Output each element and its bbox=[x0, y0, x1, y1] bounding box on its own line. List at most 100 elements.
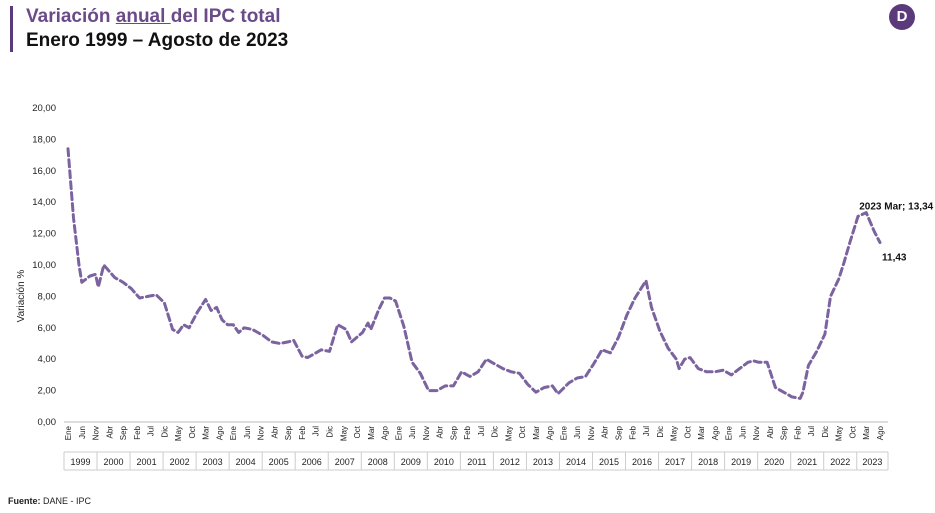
data-label: 2023 Mar; 13,34 bbox=[859, 202, 933, 213]
year-label: 2010 bbox=[434, 457, 454, 467]
year-label: 2017 bbox=[665, 457, 685, 467]
year-label: 2004 bbox=[236, 457, 256, 467]
x-month-tick-label: Dic bbox=[160, 426, 169, 438]
x-month-tick-label: Dic bbox=[821, 426, 830, 438]
x-month-tick-label: Sep bbox=[119, 425, 128, 440]
y-tick-label: 2,00 bbox=[38, 386, 57, 397]
x-month-tick-label: Dic bbox=[325, 426, 334, 438]
title-prefix: Variación bbox=[26, 6, 116, 27]
x-month-tick-label: Feb bbox=[133, 425, 142, 439]
source-value: DANE - IPC bbox=[40, 496, 92, 506]
x-month-tick-label: Abr bbox=[766, 426, 775, 439]
x-month-tick-label: Ene bbox=[394, 425, 403, 440]
x-month-tick-label: Ago bbox=[876, 425, 885, 440]
year-label: 2003 bbox=[203, 457, 223, 467]
year-label: 2011 bbox=[467, 457, 486, 467]
title-bar: Variación anual del IPC total Enero 1999… bbox=[0, 0, 935, 60]
y-tick-label: 12,00 bbox=[32, 229, 56, 240]
year-label: 2012 bbox=[500, 457, 520, 467]
x-month-tick-label: Nov bbox=[422, 426, 431, 440]
x-month-tick-label: Abr bbox=[270, 426, 279, 439]
x-month-tick-label: Feb bbox=[793, 425, 802, 439]
year-label: 2007 bbox=[335, 457, 355, 467]
y-tick-label: 20,00 bbox=[32, 103, 56, 114]
title-accent-line bbox=[10, 6, 13, 52]
year-label: 2009 bbox=[401, 457, 421, 467]
x-month-tick-label: Jul bbox=[477, 426, 486, 436]
dane-logo-icon: D bbox=[889, 4, 915, 30]
series-layer bbox=[66, 147, 882, 400]
chart-subtitle: Enero 1999 – Agosto de 2023 bbox=[26, 30, 289, 51]
x-month-tick-label: Ago bbox=[381, 425, 390, 440]
x-month-tick-label: Jul bbox=[147, 426, 156, 436]
x-month-tick-label: Jun bbox=[573, 426, 582, 439]
y-tick-label: 8,00 bbox=[38, 291, 57, 302]
y-tick-label: 16,00 bbox=[32, 166, 56, 177]
x-month-tick-label: Ene bbox=[725, 425, 734, 440]
x-month-tick-label: Sep bbox=[615, 425, 624, 440]
year-label: 2021 bbox=[797, 457, 817, 467]
y-tick-label: 0,00 bbox=[38, 417, 57, 428]
year-label: 2002 bbox=[170, 457, 190, 467]
y-tick-label: 14,00 bbox=[32, 197, 56, 208]
x-month-tick-label: Jun bbox=[243, 426, 252, 439]
chart-axes bbox=[63, 421, 889, 471]
x-month-tick-label: Abr bbox=[105, 426, 114, 439]
x-month-tick-label: Nov bbox=[752, 426, 761, 440]
x-tick-labels: Ene Jun Nov Abr Sep Feb Jul Dic May Oct Mar Ago Ene J… bbox=[64, 425, 885, 467]
x-month-tick-label: Jul bbox=[642, 426, 651, 436]
data-label: 11,43 bbox=[882, 253, 907, 264]
x-month-tick-label: Jun bbox=[738, 426, 747, 439]
year-label: 2001 bbox=[137, 457, 157, 467]
year-label: 1999 bbox=[70, 457, 90, 467]
y-tick-label: 4,00 bbox=[38, 354, 57, 365]
x-month-tick-label: May bbox=[339, 426, 348, 441]
x-month-tick-label: Sep bbox=[780, 425, 789, 440]
year-label: 2020 bbox=[764, 457, 784, 467]
x-month-tick-label: Mar bbox=[697, 426, 706, 440]
x-month-tick-label: Feb bbox=[298, 425, 307, 439]
year-label: 2000 bbox=[104, 457, 124, 467]
x-month-tick-label: Ago bbox=[215, 425, 224, 440]
year-label: 2013 bbox=[533, 457, 553, 467]
x-month-tick-label: May bbox=[670, 426, 679, 441]
y-tick-label: 6,00 bbox=[38, 323, 57, 334]
y-tick-label: 18,00 bbox=[32, 134, 56, 145]
x-month-tick-label: Oct bbox=[518, 425, 527, 438]
x-month-tick-label: Mar bbox=[862, 426, 871, 440]
y-axis-label: Variación % bbox=[16, 270, 27, 323]
year-label: 2022 bbox=[830, 457, 850, 467]
x-month-tick-label: Nov bbox=[257, 426, 266, 440]
source-note: Fuente: DANE - IPC bbox=[8, 496, 91, 506]
x-month-tick-label: Abr bbox=[601, 426, 610, 439]
year-label: 2014 bbox=[566, 457, 586, 467]
ipc-series-line bbox=[66, 147, 882, 400]
x-month-tick-label: Jul bbox=[312, 426, 321, 436]
x-month-tick-label: Nov bbox=[92, 426, 101, 440]
annotations: 2023 Mar; 13,34 11,43 bbox=[859, 202, 933, 264]
title-suffix: del IPC total bbox=[170, 6, 281, 27]
x-month-tick-label: Ene bbox=[64, 425, 73, 440]
year-label: 2019 bbox=[731, 457, 751, 467]
x-month-tick-label: Jul bbox=[807, 426, 816, 436]
x-month-tick-label: Ene bbox=[559, 425, 568, 440]
x-month-tick-label: Sep bbox=[284, 425, 293, 440]
year-label: 2006 bbox=[302, 457, 322, 467]
source-label: Fuente: bbox=[8, 496, 41, 506]
year-label: 2015 bbox=[599, 457, 619, 467]
x-month-tick-label: Sep bbox=[449, 425, 458, 440]
title-underlined-word: anual bbox=[115, 6, 171, 27]
x-month-tick-label: Jun bbox=[408, 426, 417, 439]
x-month-tick-label: Oct bbox=[353, 425, 362, 438]
x-month-tick-label: Ene bbox=[229, 425, 238, 440]
x-month-tick-label: Oct bbox=[848, 425, 857, 438]
year-label: 2005 bbox=[269, 457, 289, 467]
x-month-tick-label: Ago bbox=[711, 425, 720, 440]
x-month-tick-label: Oct bbox=[683, 425, 692, 438]
year-label: 2008 bbox=[368, 457, 388, 467]
x-month-tick-label: Oct bbox=[188, 425, 197, 438]
x-month-tick-label: Mar bbox=[367, 426, 376, 440]
x-month-tick-label: Dic bbox=[656, 426, 665, 438]
x-month-tick-label: Dic bbox=[491, 426, 500, 438]
year-label: 2018 bbox=[698, 457, 718, 467]
